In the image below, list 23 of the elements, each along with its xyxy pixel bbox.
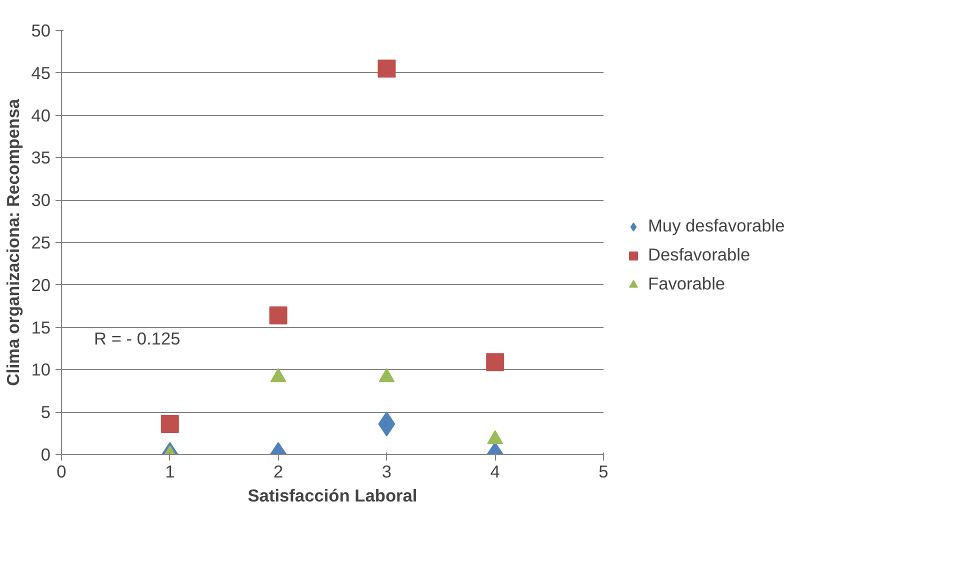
y-tick-label: 5 [40, 402, 51, 422]
x-tick-label: 1 [165, 462, 175, 482]
annotation: R = - 0.125 [94, 328, 180, 348]
y-tick-label: 50 [31, 20, 51, 40]
y-tick-label: 20 [31, 274, 51, 295]
y-tick-label: 45 [31, 62, 51, 83]
legend-label: Favorable [648, 274, 726, 294]
x-tick-label: 2 [273, 462, 284, 482]
x-tick-label: 5 [598, 462, 608, 482]
y-tick-label: 15 [31, 317, 51, 338]
x-tick-label: 3 [382, 462, 392, 482]
legend-label: Desfavorable [648, 244, 750, 266]
y-axis-title: Clima organizaciona: Recompensa [3, 98, 24, 386]
x-tick-label: 4 [490, 462, 500, 482]
y-tick-label: 0 [40, 444, 51, 464]
y-tick-label: 25 [31, 232, 51, 252]
legend-label: Muy desfavorable [648, 216, 785, 236]
x-tick-label: 0 [56, 462, 66, 482]
y-tick-label: 30 [31, 190, 51, 210]
y-tick-label: 40 [31, 105, 51, 126]
y-tick-label: 10 [31, 360, 51, 380]
y-tick-label: 35 [31, 148, 51, 168]
x-axis-title: Satisfacción Laboral [248, 486, 418, 506]
